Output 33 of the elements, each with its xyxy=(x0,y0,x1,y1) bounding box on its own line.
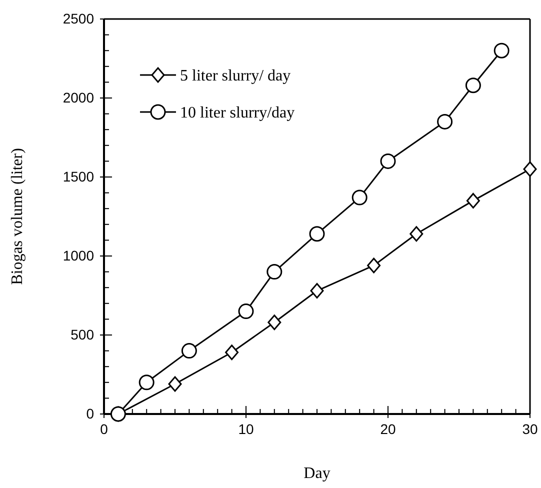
y-tick-label: 500 xyxy=(70,326,94,342)
point xyxy=(410,226,424,242)
x-tick-label: 20 xyxy=(380,420,396,437)
point xyxy=(225,344,239,360)
x-tick-label: 30 xyxy=(522,420,538,437)
point xyxy=(523,161,537,177)
point xyxy=(266,264,282,280)
x-tick-label: 10 xyxy=(238,420,254,437)
point xyxy=(110,406,126,422)
y-tick-label: 0 xyxy=(86,405,94,422)
point xyxy=(268,314,282,330)
point xyxy=(367,258,381,274)
y-tick-label: 2000 xyxy=(62,89,94,106)
y-tick-label: 1500 xyxy=(62,168,94,184)
y-tick-label: 2500 xyxy=(62,10,94,26)
x-axis-title: Day xyxy=(304,465,330,482)
point xyxy=(352,190,368,206)
point xyxy=(168,376,182,392)
legend-label: 5 liter slurry/ day xyxy=(180,68,291,85)
point xyxy=(380,153,396,169)
point xyxy=(181,343,197,359)
y-tick-label: 1000 xyxy=(62,247,94,264)
y-axis-title: Biogas volume (liter) xyxy=(9,148,26,285)
point xyxy=(466,192,480,208)
legend-label: 10 liter slurry/day xyxy=(180,104,295,122)
point xyxy=(494,42,510,58)
point xyxy=(437,114,453,130)
x-tick-label: 0 xyxy=(100,420,108,437)
point xyxy=(238,304,254,320)
point xyxy=(310,283,324,299)
point xyxy=(465,78,481,94)
point xyxy=(309,226,325,242)
point xyxy=(138,374,154,390)
